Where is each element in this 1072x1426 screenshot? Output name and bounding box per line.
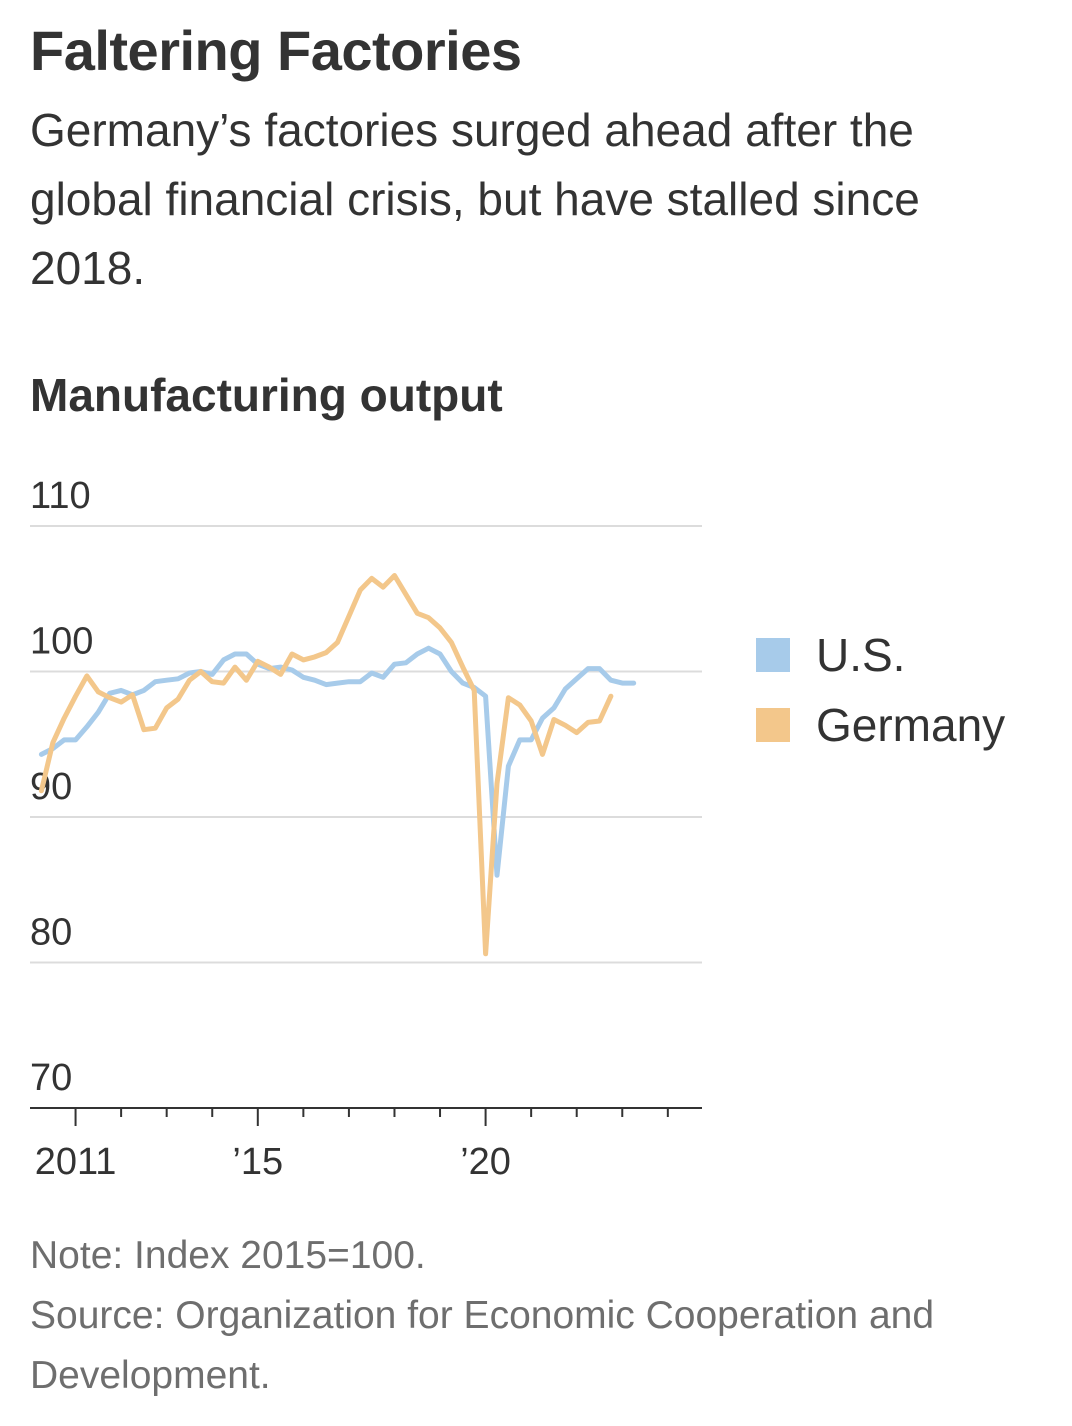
series-line-germany xyxy=(38,573,614,957)
legend-label-us: U.S. xyxy=(816,629,906,681)
y-tick-label-100: 100 xyxy=(30,621,93,663)
legend-swatch-us xyxy=(756,638,790,672)
series-line-us xyxy=(38,645,637,878)
x-tick-label-2020: ’20 xyxy=(460,1141,511,1183)
chart-note: Note: Index 2015=100. xyxy=(30,1234,426,1277)
legend-label-germany: Germany xyxy=(816,699,1006,751)
x-tick-label-2015: ’15 xyxy=(232,1141,283,1183)
y-tick-label-70: 70 xyxy=(30,1057,72,1099)
chart-source: Source: Organization for Economic Cooper… xyxy=(30,1294,935,1397)
chart-headline: Faltering Factories xyxy=(30,19,522,82)
line-chart: 110 100 90 80 70 2011 ’15 ’20 xyxy=(30,475,702,1183)
chart-subtitle: Germany’s factories surged ahead after t… xyxy=(30,104,920,294)
x-tick-label-2011: 2011 xyxy=(35,1141,117,1183)
legend-swatch-germany xyxy=(756,708,790,742)
y-tick-label-110: 110 xyxy=(30,475,91,517)
y-tick-label-80: 80 xyxy=(30,912,72,954)
chart-title: Manufacturing output xyxy=(30,369,503,421)
chart-legend: U.S. Germany xyxy=(756,620,1005,760)
legend-item-us: U.S. xyxy=(756,620,1005,690)
y-tick-label-90: 90 xyxy=(30,766,72,808)
legend-item-germany: Germany xyxy=(756,690,1005,760)
